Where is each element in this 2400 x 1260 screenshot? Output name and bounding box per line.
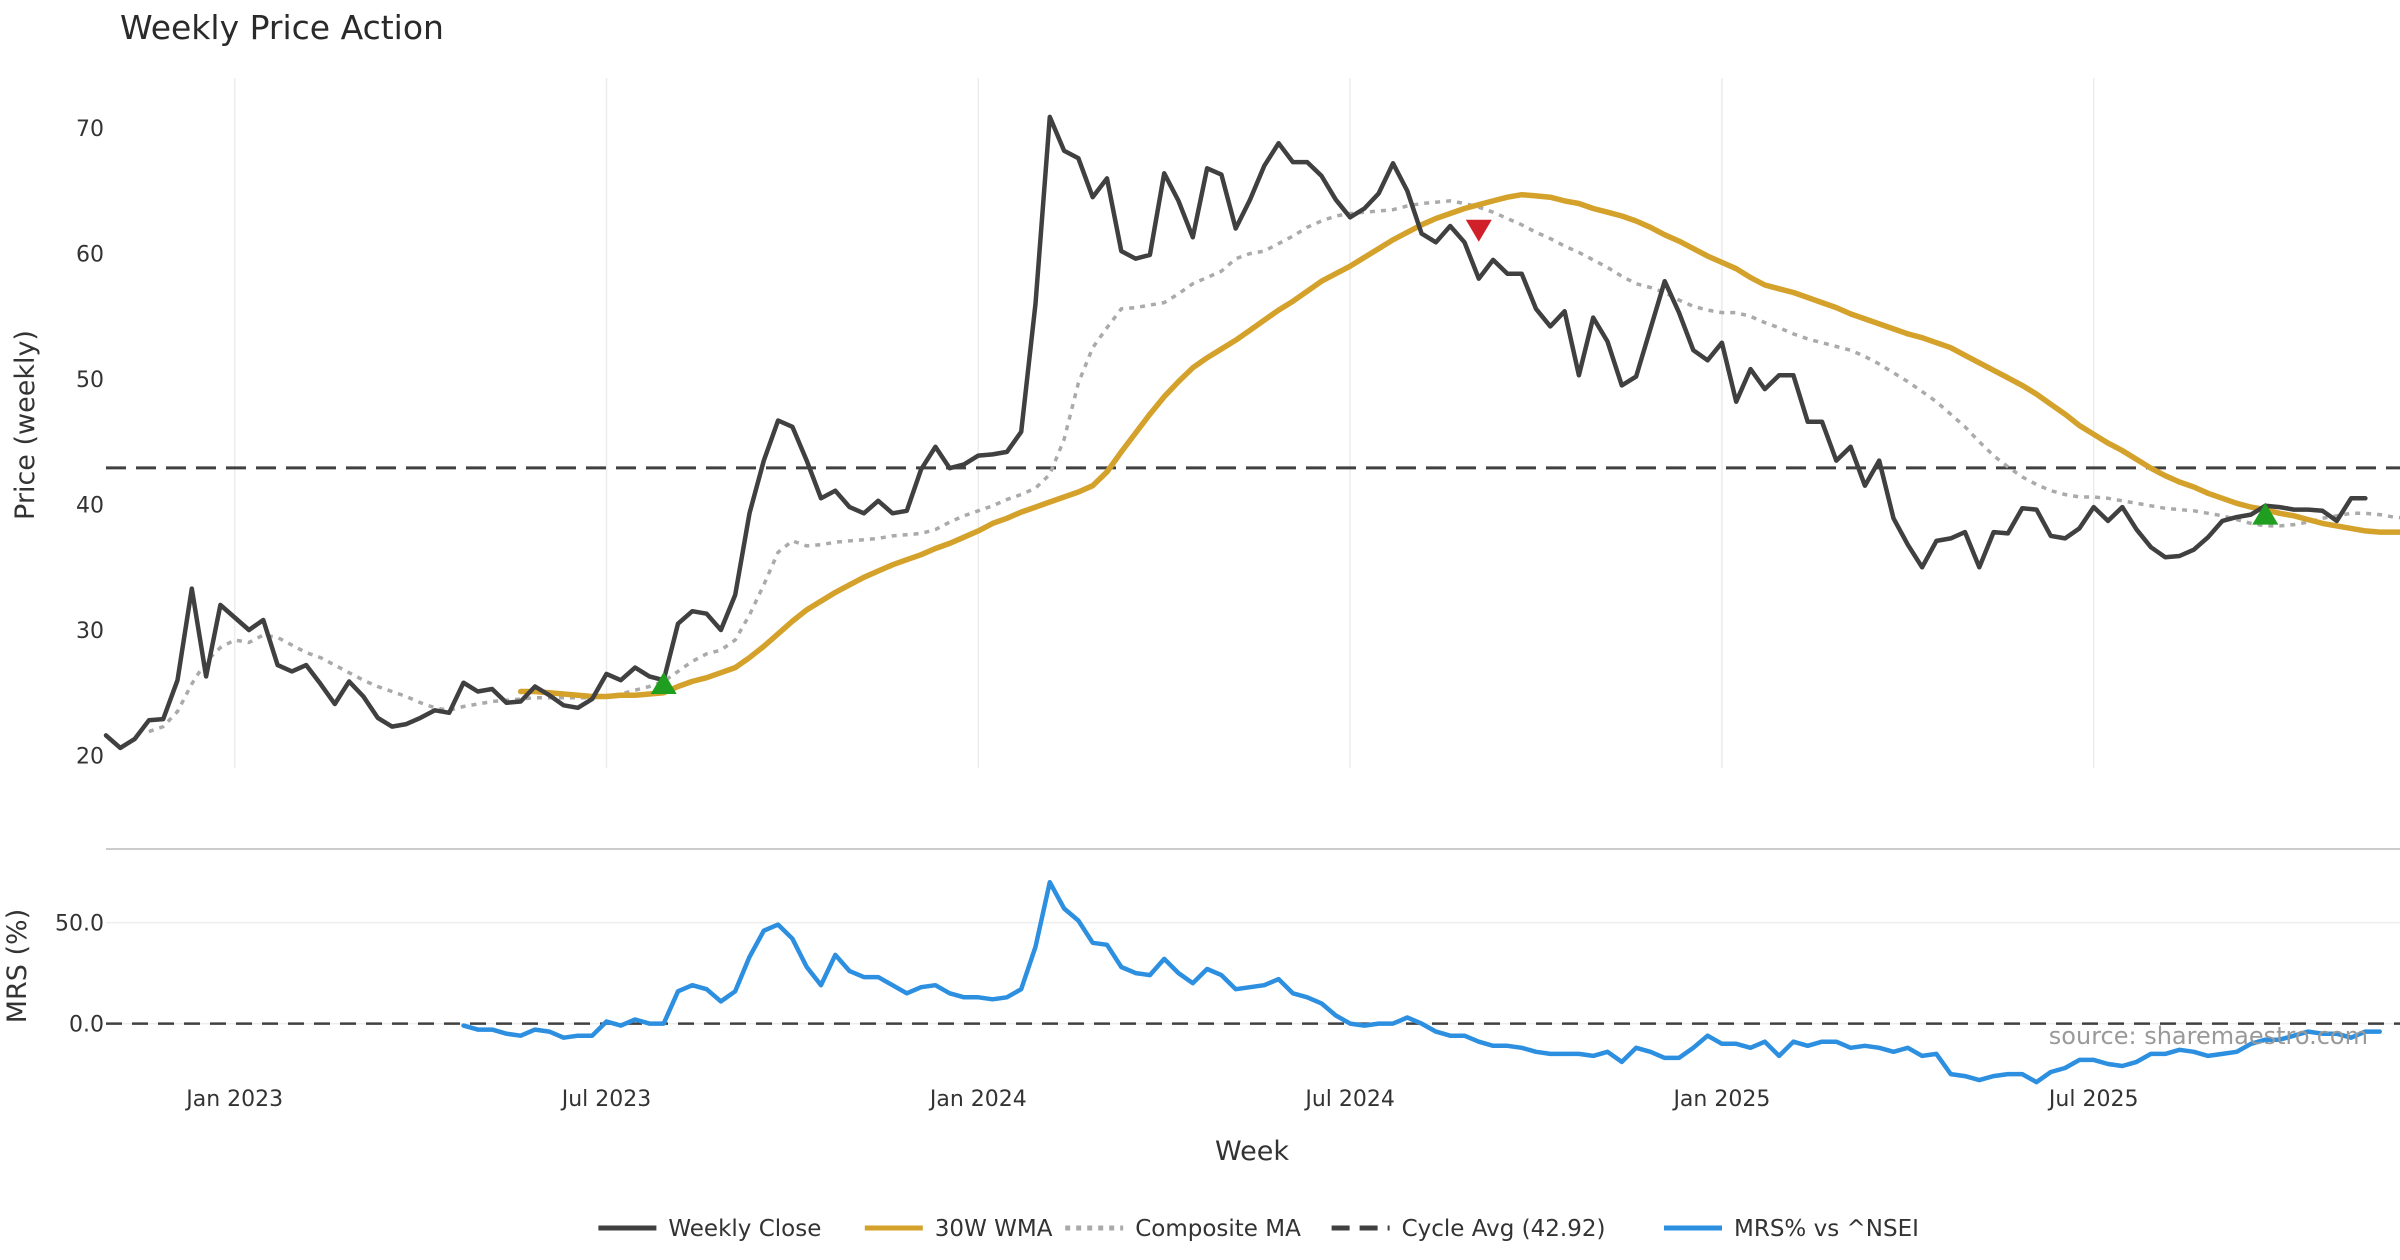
x-axis: Jan 2023 Jul 2023 Jan 2024 Jul 2024 Jan 2025… bbox=[184, 1087, 2138, 1112]
x-tick-label: Jan 2025 bbox=[1671, 1087, 1770, 1112]
source-note: source: sharemaestro.com bbox=[2049, 1022, 2368, 1050]
price-y-tick-label: 70 bbox=[76, 117, 104, 142]
weekly-close-line bbox=[103, 114, 2368, 751]
wma-30w-line bbox=[517, 191, 2400, 700]
mrs-y-tick-label: 0.0 bbox=[69, 1013, 104, 1038]
x-axis-label: Week bbox=[1215, 1136, 1289, 1167]
x-tick-label: Jul 2024 bbox=[1303, 1087, 1395, 1112]
price-panel-grid bbox=[233, 78, 2095, 768]
trade-signals bbox=[650, 219, 2279, 694]
x-tick-label: Jan 2023 bbox=[184, 1087, 283, 1112]
x-tick-label: Jul 2023 bbox=[560, 1087, 652, 1112]
x-tick-label: Jan 2024 bbox=[928, 1087, 1027, 1112]
mrs-panel-grid bbox=[106, 921, 2400, 1025]
sell-signal-marker bbox=[1465, 219, 1492, 242]
composite-ma-line bbox=[148, 199, 2400, 734]
price-y-axis-label: Price (weekly) bbox=[10, 330, 41, 520]
legend-label: Cycle Avg (42.92) bbox=[1402, 1216, 1606, 1242]
mrs-y-axis: 0.0 50.0 bbox=[55, 912, 104, 1038]
price-y-tick-label: 50 bbox=[76, 368, 104, 393]
legend: Weekly Close 30W WMA Composite MA Cycle Avg… bbox=[598, 1216, 1919, 1242]
mrs-series bbox=[106, 879, 2400, 1085]
price-y-tick-label: 40 bbox=[76, 494, 104, 519]
legend-label: Weekly Close bbox=[668, 1216, 821, 1242]
price-y-tick-label: 30 bbox=[76, 619, 104, 644]
x-tick-label: Jul 2025 bbox=[2047, 1087, 2139, 1112]
legend-label: Composite MA bbox=[1135, 1216, 1301, 1242]
buy-signal-marker bbox=[2252, 502, 2279, 525]
mrs-y-tick-label: 50.0 bbox=[55, 912, 104, 937]
legend-label: 30W WMA bbox=[935, 1216, 1053, 1242]
buy-signal-marker bbox=[650, 671, 677, 694]
mrs-y-axis-label: MRS (%) bbox=[2, 909, 33, 1024]
legend-label: MRS% vs ^NSEI bbox=[1734, 1216, 1919, 1242]
price-y-tick-label: 20 bbox=[76, 744, 104, 769]
price-y-axis: 20 30 40 50 60 70 bbox=[76, 117, 104, 769]
mrs-line bbox=[461, 879, 2382, 1085]
chart-title: Weekly Price Action bbox=[120, 8, 444, 47]
price-series bbox=[103, 114, 2400, 751]
price-y-tick-label: 60 bbox=[76, 243, 104, 268]
